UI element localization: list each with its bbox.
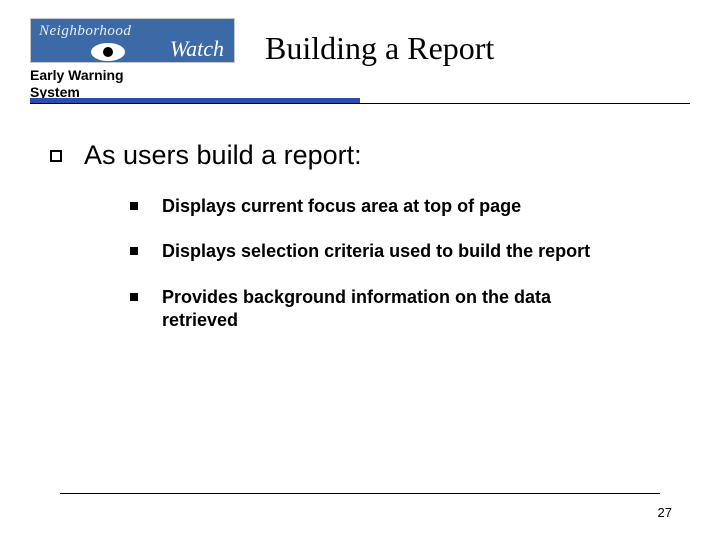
bullet-outline-icon [50, 150, 62, 162]
bullet-fill-icon [130, 202, 138, 210]
header: Neighborhood Watch Early Warning System … [30, 18, 690, 101]
bullet-fill-icon [130, 293, 138, 301]
bullet-text: Displays current focus area at top of pa… [162, 195, 521, 218]
logo-top-text: Neighborhood [39, 23, 131, 40]
bullet-text: Provides background information on the d… [162, 286, 622, 333]
heading-text: As users build a report: [84, 140, 362, 171]
content: As users build a report: Displays curren… [50, 140, 660, 355]
logo-subtitle: Early Warning System [30, 67, 235, 101]
divider-thin [30, 103, 690, 104]
eye-icon [91, 41, 125, 63]
list-item-l2: Displays current focus area at top of pa… [130, 195, 660, 218]
logo-bottom-text: Watch [170, 36, 224, 62]
list-item-l2: Provides background information on the d… [130, 286, 660, 333]
slide-title: Building a Report [265, 30, 690, 67]
slide: Neighborhood Watch Early Warning System … [0, 0, 720, 540]
bullet-fill-icon [130, 247, 138, 255]
logo-block: Neighborhood Watch Early Warning System [30, 18, 235, 101]
logo-box: Neighborhood Watch [30, 18, 235, 63]
list-item-l2: Displays selection criteria used to buil… [130, 240, 660, 263]
sublist: Displays current focus area at top of pa… [130, 195, 660, 333]
logo-sub-line1: Early Warning [30, 67, 124, 83]
page-number: 27 [658, 505, 672, 520]
bullet-text: Displays selection criteria used to buil… [162, 240, 590, 263]
list-item-l1: As users build a report: [50, 140, 660, 171]
divider [30, 98, 690, 104]
footer-divider [60, 493, 660, 494]
